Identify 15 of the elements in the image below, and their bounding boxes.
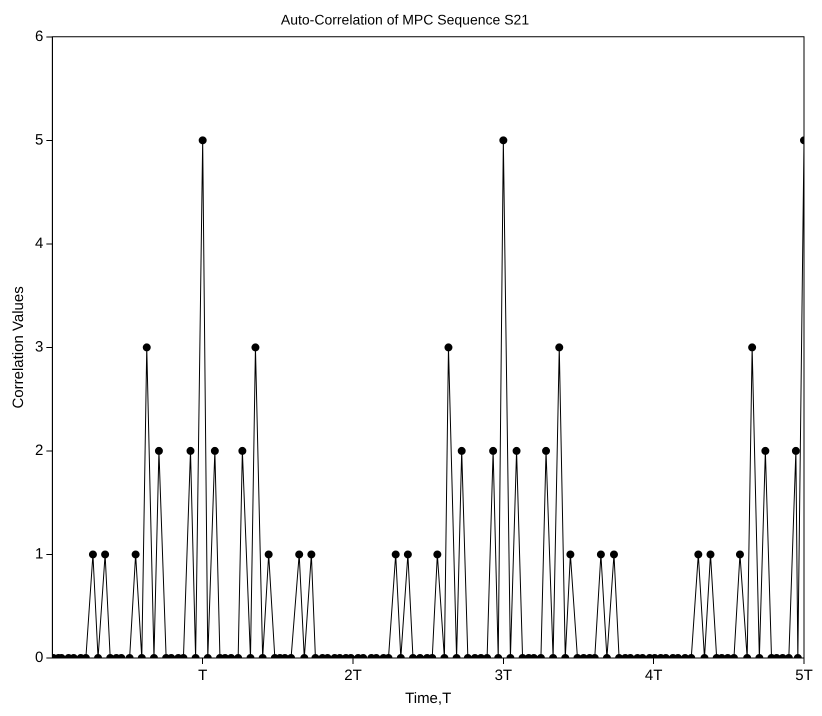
y-tick-label: 4 [35, 235, 44, 252]
y-axis-title: Correlation Values [10, 286, 28, 409]
x-tick-label: 5T [795, 667, 813, 684]
y-tick-label: 1 [35, 546, 44, 563]
y-tick-label: 2 [35, 442, 44, 460]
x-tick-label: 4T [644, 667, 662, 684]
x-axis-title: Time,T [405, 690, 452, 708]
x-tick-label: T [198, 667, 208, 684]
y-tick-label: 3 [35, 338, 44, 356]
y-tick-label: 0 [35, 649, 44, 666]
y-tick-label: 5 [35, 131, 44, 148]
y-tick-label: 6 [35, 28, 44, 45]
x-tick-label: 3T [494, 667, 512, 684]
x-tick-label: 2T [344, 667, 362, 684]
chart-title: Auto-Correlation of MPC Sequence S21 [280, 11, 530, 28]
